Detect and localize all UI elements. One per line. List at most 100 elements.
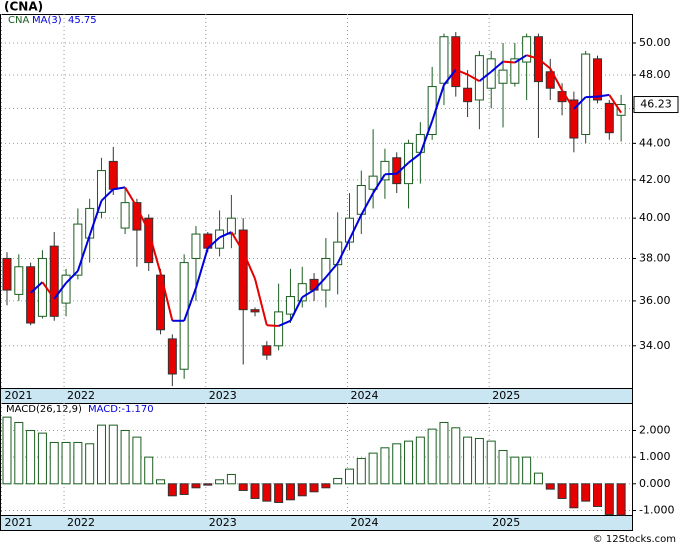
- macd-bar: [144, 456, 154, 485]
- candle-body: [144, 217, 154, 264]
- y-tick-label: 44.00: [639, 136, 671, 149]
- ma-line: [136, 206, 150, 232]
- ma-line: [301, 289, 315, 299]
- macd-bar: [533, 472, 543, 485]
- y-tick-label: 2.000: [639, 423, 671, 436]
- legend-value: MACD:-1.170: [88, 404, 154, 415]
- macd-bar: [120, 429, 130, 485]
- candle-body: [486, 58, 496, 89]
- x-tick-label: 2023: [209, 516, 237, 529]
- candle-body: [238, 229, 248, 311]
- x-tick-label: 2022: [67, 516, 95, 529]
- date-strip: [0, 388, 633, 404]
- macd-bar: [309, 483, 319, 493]
- ma-line: [313, 276, 327, 291]
- macd-bar: [439, 421, 449, 485]
- legend-entry: MACD(26,12,9): [6, 404, 82, 415]
- candle-body: [593, 58, 602, 101]
- macd-bar: [557, 483, 567, 499]
- ma-line: [348, 214, 363, 240]
- ma-line: [526, 54, 539, 60]
- candle-body: [215, 229, 225, 249]
- candle-body: [297, 283, 307, 302]
- x-tick-label: 2021: [4, 516, 32, 529]
- ma-line: [325, 262, 339, 278]
- macd-bar: [581, 483, 591, 502]
- candle-body: [463, 87, 473, 103]
- macd-bar: [415, 436, 425, 485]
- candle-body: [96, 170, 106, 213]
- candle-body: [167, 338, 177, 375]
- macd-bar: [26, 429, 36, 485]
- ma-line: [41, 281, 56, 300]
- candle-body: [380, 160, 390, 181]
- ma-line: [549, 68, 563, 91]
- ma-line: [360, 192, 374, 216]
- candle-body: [14, 266, 24, 295]
- ma-line: [514, 54, 528, 64]
- macd-bar: [522, 456, 532, 485]
- ma-line: [76, 235, 91, 272]
- x-tick-label: 2024: [350, 389, 378, 402]
- y-tick-label: 1.000: [639, 450, 671, 463]
- candle-body: [368, 175, 378, 190]
- ma-line: [597, 93, 610, 98]
- ma-line: [573, 96, 587, 110]
- macd-bar: [156, 479, 166, 485]
- macd-bar: [463, 436, 473, 485]
- macd-bar: [132, 436, 142, 485]
- macd-bar: [14, 421, 24, 485]
- x-tick-label: 2022: [67, 389, 95, 402]
- x-tick-label: 2025: [492, 516, 520, 529]
- candle-body: [73, 223, 83, 276]
- macd-bar: [344, 468, 354, 485]
- x-tick-label: 2023: [209, 389, 237, 402]
- macd-bar: [49, 441, 59, 485]
- candle-body: [179, 262, 189, 370]
- ma-line: [147, 231, 162, 274]
- y-tick-label: 40.00: [639, 211, 671, 224]
- macd-bar: [226, 473, 236, 485]
- ma-line: [396, 161, 410, 175]
- macd-panel: [0, 403, 633, 516]
- macd-bar: [73, 441, 83, 485]
- macd-bar: [616, 483, 626, 516]
- macd-bar: [404, 440, 414, 485]
- ma-line: [124, 186, 138, 208]
- ma-line: [537, 58, 551, 70]
- ma-line: [219, 231, 232, 239]
- ma-line: [336, 239, 351, 264]
- macd-bar: [274, 483, 284, 503]
- candle-body: [274, 311, 284, 347]
- macd-bar: [238, 483, 248, 491]
- candle-body: [120, 202, 130, 229]
- ma-line: [431, 84, 445, 122]
- macd-bar: [545, 483, 555, 490]
- footer: © 12Stocks.com: [593, 534, 676, 545]
- candle-body: [569, 99, 579, 139]
- candle-body: [439, 36, 449, 84]
- macd-bar: [392, 443, 402, 485]
- price-tag: [633, 96, 679, 114]
- candle-body: [49, 245, 59, 317]
- macd-bar: [486, 440, 496, 485]
- macd-bar: [593, 483, 602, 507]
- macd-bar: [285, 483, 295, 501]
- ma-line: [230, 231, 245, 253]
- ma-line: [478, 70, 492, 82]
- candle-body: [451, 36, 461, 88]
- macd-bar: [498, 449, 508, 485]
- ma-line: [266, 324, 279, 327]
- ma-line: [88, 200, 103, 236]
- y-tick-label: 0.000: [639, 477, 671, 490]
- ma-line: [159, 272, 174, 322]
- ma-line: [384, 172, 397, 176]
- macd-bar: [297, 483, 307, 497]
- y-tick-label: 48.00: [639, 68, 671, 81]
- macd-bar: [380, 447, 390, 485]
- x-tick-label: 2021: [4, 389, 32, 402]
- macd-bar: [333, 477, 343, 485]
- ma-line: [467, 73, 480, 82]
- macd-bar: [356, 457, 366, 485]
- legend-entry: MA(3): [32, 15, 62, 26]
